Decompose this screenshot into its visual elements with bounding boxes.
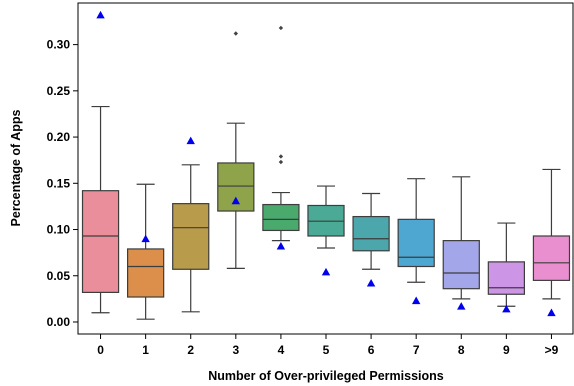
x-tick-label: 0 bbox=[97, 343, 104, 357]
y-tick-label: 0.15 bbox=[47, 176, 71, 190]
box-group-5 bbox=[307, 185, 345, 276]
axes: 0.00 0.05 0.10 0.15 0.20 0.25 0.30 0 1 2 3 4 5 6 7 8 9 >9 bbox=[47, 2, 574, 357]
box-group-4 bbox=[262, 25, 300, 250]
x-tick-label: 4 bbox=[278, 343, 285, 357]
mean-marker bbox=[141, 234, 150, 243]
box-group-9 bbox=[487, 222, 525, 313]
y-tick-label: 0.20 bbox=[47, 130, 71, 144]
mean-marker bbox=[96, 10, 105, 19]
y-tick-label: 0.05 bbox=[47, 269, 71, 283]
x-tick-label: 6 bbox=[368, 343, 375, 357]
box-group->9 bbox=[532, 168, 571, 317]
mean-marker bbox=[321, 267, 331, 276]
box-group-6 bbox=[352, 192, 390, 287]
x-axis-title: Number of Over-privileged Permissions bbox=[208, 369, 444, 383]
box-group-2 bbox=[172, 136, 210, 313]
y-tick-label: 0.10 bbox=[47, 223, 71, 237]
mean-marker bbox=[547, 308, 556, 317]
mean-marker bbox=[411, 296, 421, 305]
outlier-point bbox=[278, 159, 284, 165]
box-iqr bbox=[81, 190, 120, 293]
box-iqr bbox=[126, 248, 165, 298]
outlier-point bbox=[278, 154, 284, 159]
y-tick-label: 0.25 bbox=[47, 84, 71, 98]
mean-marker bbox=[366, 278, 376, 287]
y-axis-title: Percentage of Apps bbox=[9, 109, 23, 226]
box-iqr bbox=[262, 203, 300, 232]
box-iqr bbox=[172, 203, 210, 270]
y-tick-label: 0.30 bbox=[47, 38, 71, 52]
mean-marker bbox=[502, 304, 511, 313]
mean-marker bbox=[186, 136, 195, 145]
x-tick-label: 8 bbox=[458, 343, 465, 357]
mean-marker bbox=[231, 196, 241, 205]
box-group-0 bbox=[81, 10, 120, 314]
box-group-3 bbox=[217, 31, 255, 269]
box-group-1 bbox=[126, 183, 165, 320]
box-iqr bbox=[532, 235, 571, 281]
outlier-point bbox=[278, 25, 284, 31]
x-tick-label: 9 bbox=[503, 343, 510, 357]
y-tick-label: 0.00 bbox=[47, 315, 71, 329]
x-tick-label: 5 bbox=[323, 343, 330, 357]
mean-marker bbox=[276, 241, 286, 250]
x-tick-label: >9 bbox=[545, 343, 559, 357]
plot-area bbox=[81, 10, 571, 320]
mean-marker bbox=[457, 302, 466, 310]
box-iqr bbox=[487, 261, 525, 295]
x-tick-label: 7 bbox=[413, 343, 420, 357]
box-group-7 bbox=[397, 178, 435, 305]
x-tick-label: 1 bbox=[142, 343, 149, 357]
x-tick-label: 3 bbox=[232, 343, 239, 357]
x-tick-label: 2 bbox=[187, 343, 194, 357]
box-iqr bbox=[397, 218, 435, 268]
box-iqr bbox=[442, 240, 480, 290]
outlier-point bbox=[233, 31, 239, 36]
box-group-8 bbox=[442, 176, 480, 310]
box-iqr bbox=[352, 215, 390, 252]
